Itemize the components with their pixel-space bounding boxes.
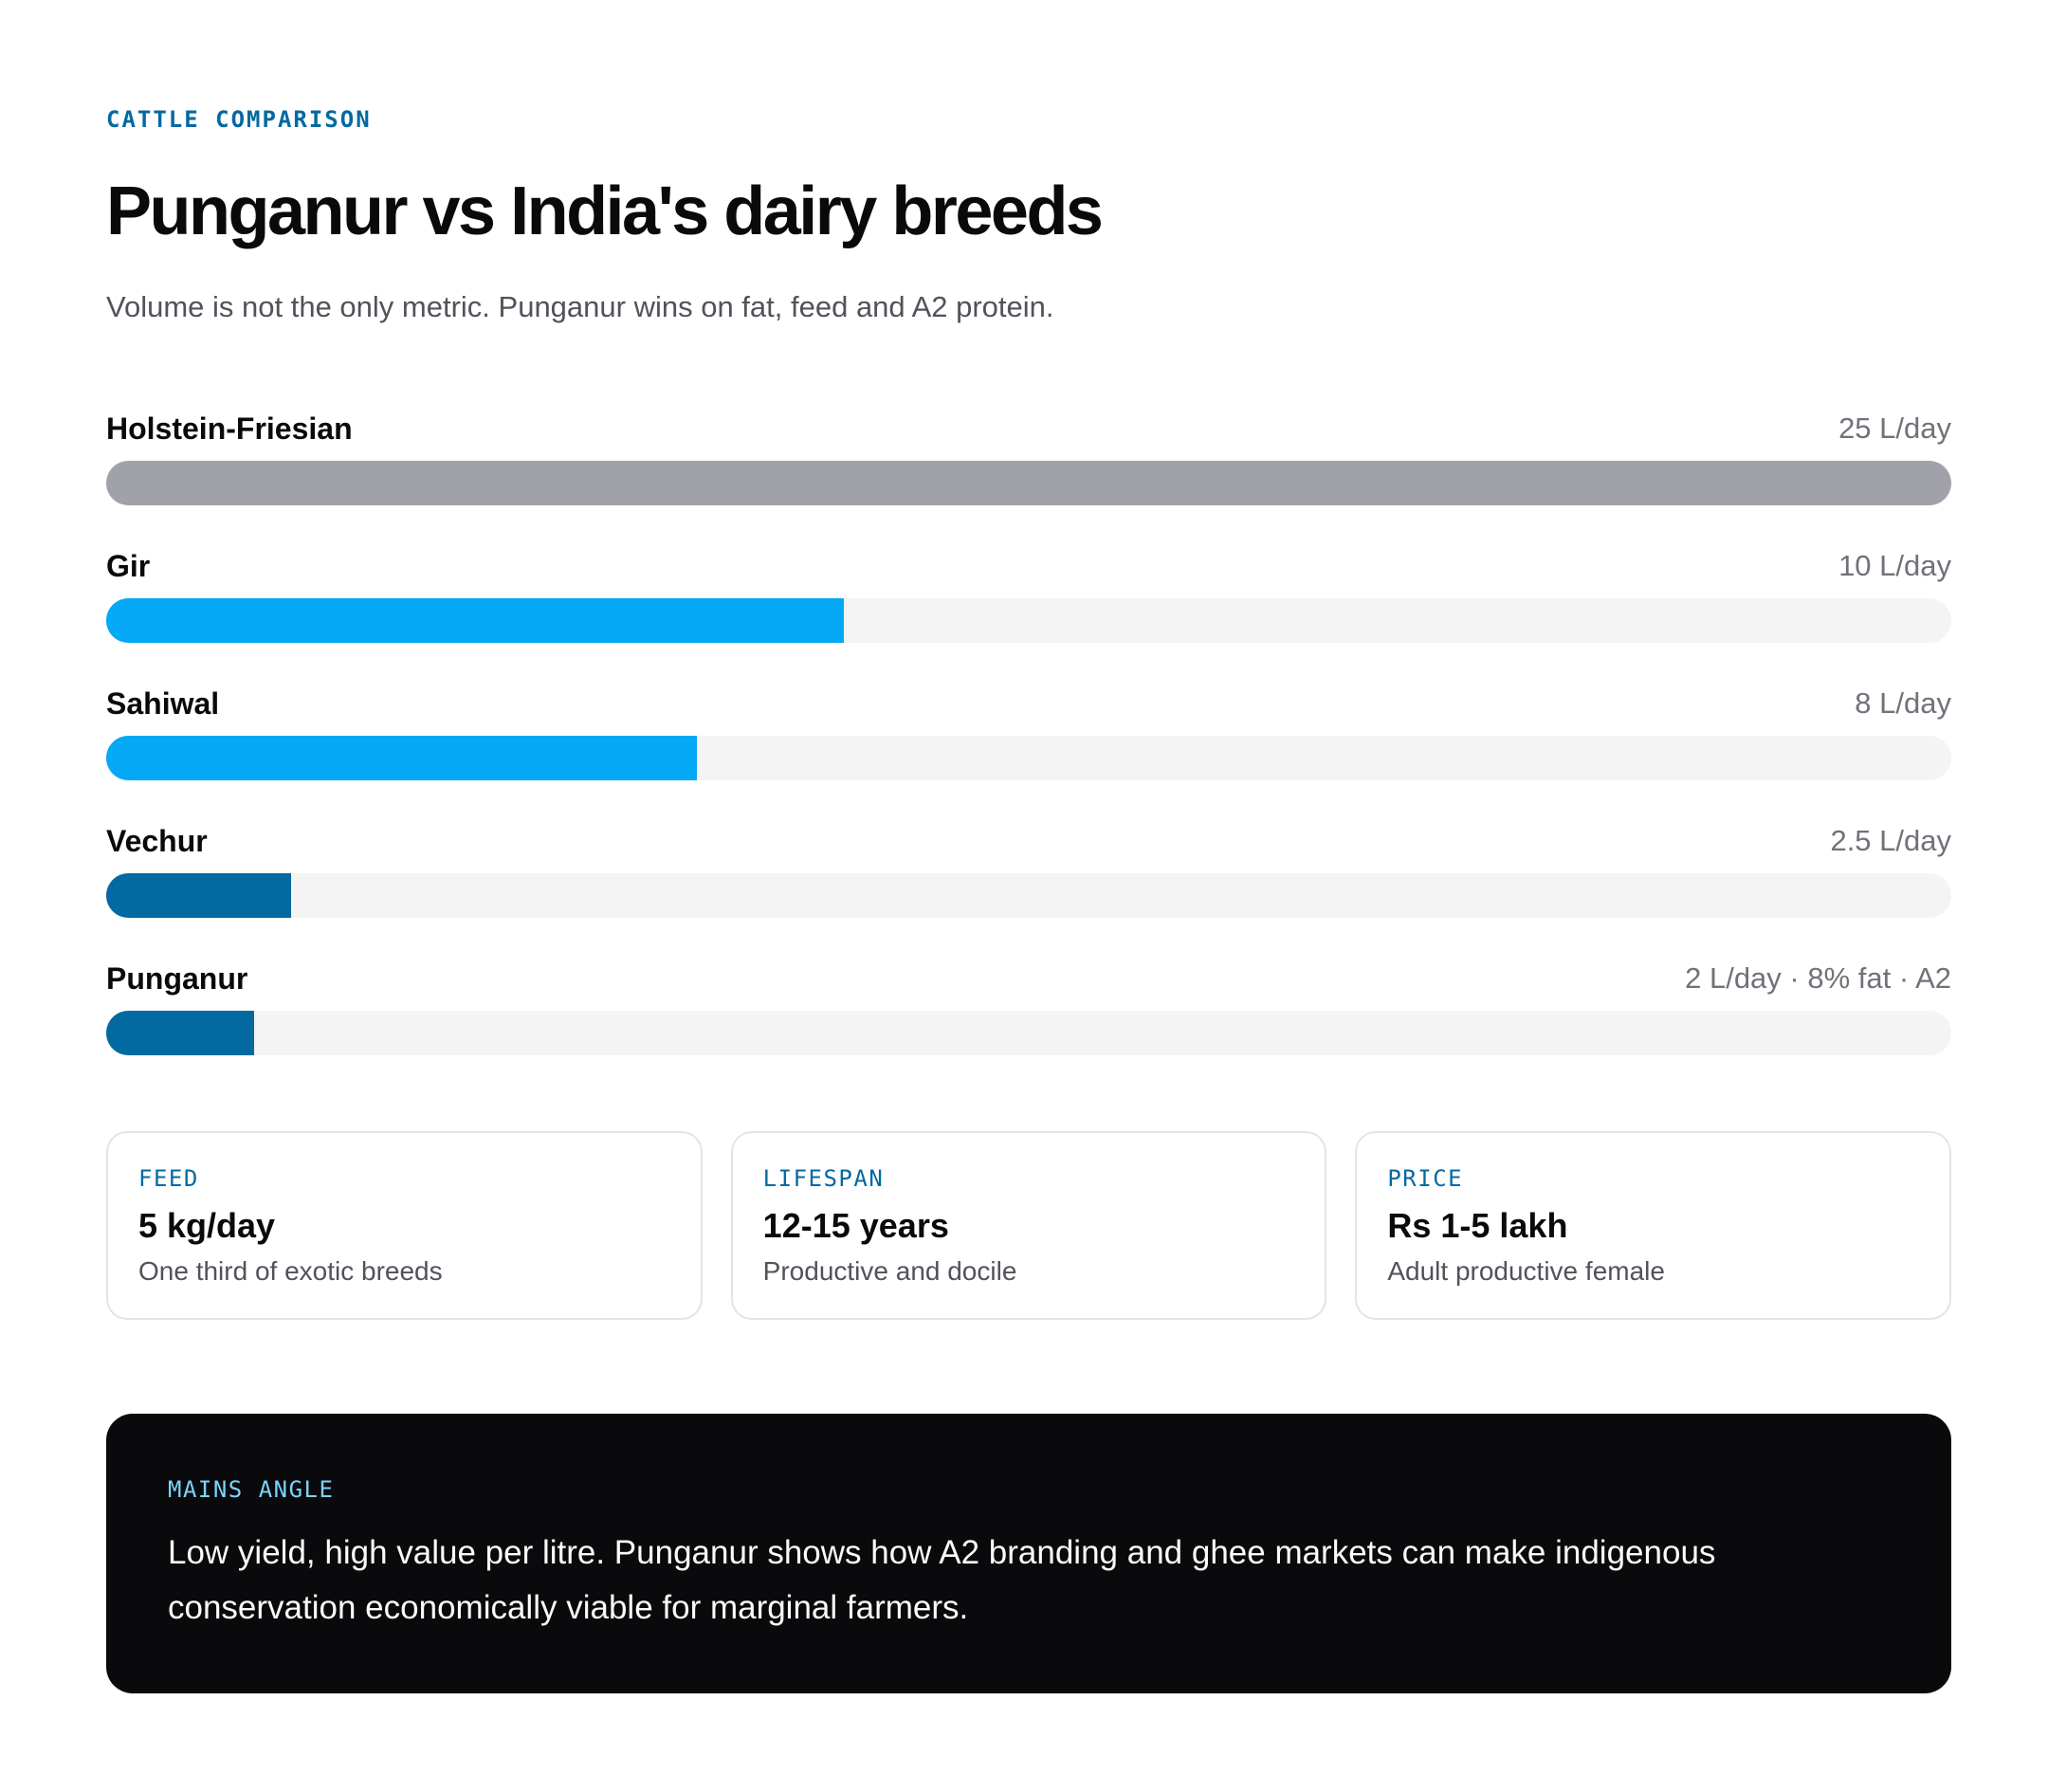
card-label: PRICE bbox=[1387, 1165, 1464, 1192]
card-desc: Productive and docile bbox=[762, 1256, 1017, 1286]
bar-label: Punganur bbox=[106, 961, 248, 996]
bar-label: Sahiwal bbox=[106, 686, 220, 721]
bar-track bbox=[106, 598, 1951, 643]
bar-label: Vechur bbox=[106, 824, 208, 858]
bar-value-label: 2 L/day · 8% fat · A2 bbox=[1685, 961, 1951, 995]
stat-cards: FEED 5 kg/day One third of exotic breeds… bbox=[106, 1131, 1952, 1320]
bar-track bbox=[106, 1011, 1951, 1055]
bar-value-label: 2.5 L/day bbox=[1830, 824, 1951, 857]
bar-row: Sahiwal 8 L/day bbox=[106, 683, 1951, 820]
stat-card-feed: FEED 5 kg/day One third of exotic breeds bbox=[106, 1131, 703, 1320]
bar bbox=[106, 736, 697, 780]
bar-row: Punganur 2 L/day · 8% fat · A2 bbox=[106, 958, 1951, 1095]
card-value: Rs 1-5 lakh bbox=[1387, 1206, 1568, 1245]
card-desc: Adult productive female bbox=[1387, 1256, 1665, 1286]
bar-track bbox=[106, 736, 1951, 780]
eyebrow: CATTLE COMPARISON bbox=[106, 106, 372, 133]
callout-text: Low yield, high value per litre. Punganu… bbox=[168, 1534, 1716, 1626]
card-value: 5 kg/day bbox=[138, 1206, 276, 1245]
bar-row: Gir 10 L/day bbox=[106, 545, 1951, 683]
bar-track bbox=[106, 873, 1951, 918]
stat-card-price: PRICE Rs 1-5 lakh Adult productive femal… bbox=[1355, 1131, 1952, 1320]
bar-label: Holstein-Friesian bbox=[106, 411, 353, 446]
bar-value-label: 10 L/day bbox=[1838, 549, 1951, 582]
bar-label: Gir bbox=[106, 549, 151, 583]
stat-card-lifespan: LIFESPAN 12-15 years Productive and doci… bbox=[730, 1131, 1327, 1320]
callout-box: MAINS ANGLE Low yield, high value per li… bbox=[106, 1414, 1951, 1693]
card-label: FEED bbox=[138, 1165, 199, 1192]
bar bbox=[106, 598, 845, 643]
bar-row: Holstein-Friesian 25 L/day bbox=[106, 408, 1951, 545]
bar-value-label: 8 L/day bbox=[1855, 686, 1951, 720]
bar bbox=[106, 1011, 254, 1055]
bar-value-label: 25 L/day bbox=[1838, 411, 1951, 445]
bar-chart: Holstein-Friesian 25 L/day Gir 10 L/day Sahi… bbox=[106, 408, 1951, 1095]
page-title: Punganur vs India's dairy breeds bbox=[106, 174, 1104, 249]
bar-track bbox=[106, 461, 1951, 505]
bar bbox=[106, 873, 291, 918]
subtitle: Volume is not the only metric. Punganur … bbox=[106, 290, 1054, 323]
callout-label: MAINS ANGLE bbox=[168, 1476, 335, 1503]
bar-row: Vechur 2.5 L/day bbox=[106, 820, 1951, 958]
card-value: 12-15 years bbox=[762, 1206, 949, 1245]
card-desc: One third of exotic breeds bbox=[138, 1256, 443, 1286]
bar bbox=[106, 461, 1951, 505]
card-label: LIFESPAN bbox=[762, 1165, 885, 1192]
